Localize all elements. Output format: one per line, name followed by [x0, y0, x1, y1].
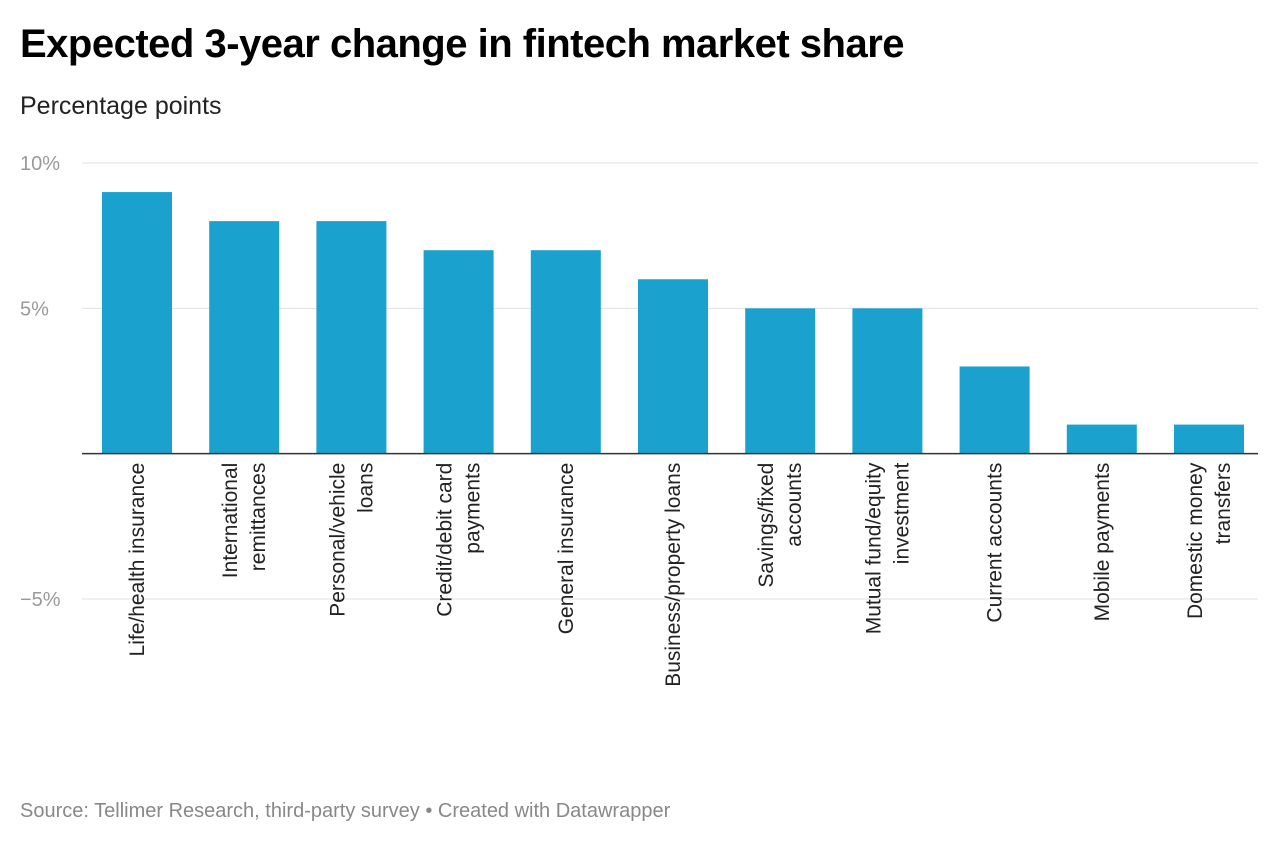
bar [745, 308, 816, 454]
category-label: International remittances [219, 463, 270, 579]
category-label-line: Life/health insurance [126, 463, 149, 657]
category-label-line: Personal/vehicle [326, 463, 349, 617]
category-label: General insurance [555, 463, 578, 635]
bar [638, 279, 708, 454]
category-label: Mutual fund/equity investment [862, 462, 913, 634]
category-label: Credit/debit card payments [434, 463, 485, 617]
chart-footer: Source: Tellimer Research, third-party s… [20, 800, 670, 823]
chart-subtitle: Percentage points [20, 92, 222, 120]
category-label-line: General insurance [555, 463, 578, 635]
category-label: Current accounts [984, 463, 1007, 623]
category-label-line: Domestic money [1184, 462, 1207, 619]
bar [209, 221, 280, 454]
y-tick-label: −5% [20, 589, 61, 611]
chart-title: Expected 3-year change in fintech market… [20, 22, 905, 66]
category-label-line: International [219, 463, 242, 579]
bar [530, 250, 601, 454]
category-label: Savings/fixed accounts [755, 463, 806, 588]
datawrapper-credit[interactable]: Created with Datawrapper [437, 800, 671, 822]
category-label-line: loans [354, 463, 377, 513]
footer-separator: • [419, 800, 438, 822]
category-label-line: transfers [1212, 463, 1235, 545]
category-label: Mobile payments [1091, 463, 1114, 622]
category-labels: Life/health insurance International remitt… [126, 462, 1235, 687]
category-label: Domestic money transfers [1184, 462, 1235, 619]
y-axis-tick-labels: 10% 5% −5% [20, 153, 61, 611]
category-label-line: Business/property loans [662, 463, 685, 687]
bar [102, 192, 172, 454]
category-label: Life/health insurance [126, 463, 149, 657]
bars [102, 192, 1244, 454]
bar [1066, 424, 1137, 454]
bar [423, 250, 494, 454]
y-tick-label: 10% [20, 153, 60, 175]
category-label-line: payments [462, 463, 485, 554]
bar [959, 366, 1030, 454]
category-label-line: investment [890, 463, 913, 565]
bar [852, 308, 923, 454]
y-tick-label: 5% [20, 298, 49, 320]
category-label-line: remittances [247, 463, 270, 572]
category-label: Business/property loans [662, 463, 685, 687]
source-note: Source: Tellimer Research, third-party s… [20, 800, 420, 822]
category-label-line: Savings/fixed [755, 463, 778, 588]
bar [316, 221, 387, 454]
category-label: Personal/vehicle loans [326, 463, 377, 617]
category-label-line: Mobile payments [1091, 463, 1114, 622]
category-label-line: accounts [783, 463, 806, 547]
category-label-line: Credit/debit card [434, 463, 457, 617]
category-label-line: Mutual fund/equity [862, 462, 885, 634]
bar [1174, 424, 1244, 454]
category-label-line: Current accounts [984, 463, 1007, 623]
